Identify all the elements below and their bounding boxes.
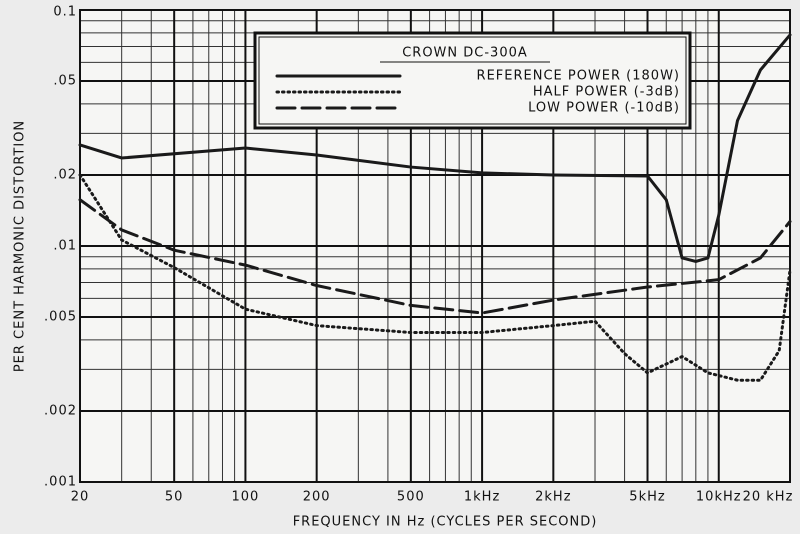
- legend-label: HALF POWER (-3dB): [533, 85, 680, 100]
- x-tick-label: 5kHz: [629, 490, 665, 505]
- y-tick-label: 0.1: [53, 5, 77, 20]
- legend-inner: [258, 36, 687, 125]
- y-tick-label: .005: [44, 310, 77, 325]
- x-tick-label: 2kHz: [535, 490, 571, 505]
- x-tick-label: 1kHz: [464, 490, 500, 505]
- x-tick-label: 20: [71, 490, 90, 505]
- x-axis-label: FREQUENCY IN Hz (CYCLES PER SECOND): [293, 515, 598, 530]
- x-tick-label: 10kHz: [696, 490, 742, 505]
- x-tick-label: 50: [165, 490, 184, 505]
- data-line: [78, 173, 792, 382]
- y-tick-label: .01: [53, 239, 77, 254]
- legend-title: CROWN DC-300A: [402, 46, 528, 61]
- y-tick-label: .002: [44, 403, 77, 418]
- y-axis-label: PER CENT HARMONIC DISTORTION: [13, 120, 28, 372]
- x-tick-label: 20 kHz: [743, 490, 794, 505]
- x-tick-label: 200: [303, 490, 331, 505]
- data-line: [78, 198, 792, 315]
- x-tick-label: 500: [397, 490, 425, 505]
- y-tick-label: .05: [53, 74, 77, 89]
- legend-label: LOW POWER (-10dB): [528, 101, 680, 116]
- data-line: [78, 33, 792, 264]
- y-tick-label: .02: [53, 167, 77, 182]
- legend-box: [253, 31, 692, 130]
- x-tick-label: 100: [232, 490, 260, 505]
- y-tick-label: .001: [44, 475, 77, 490]
- legend-label: REFERENCE POWER (180W): [477, 69, 680, 84]
